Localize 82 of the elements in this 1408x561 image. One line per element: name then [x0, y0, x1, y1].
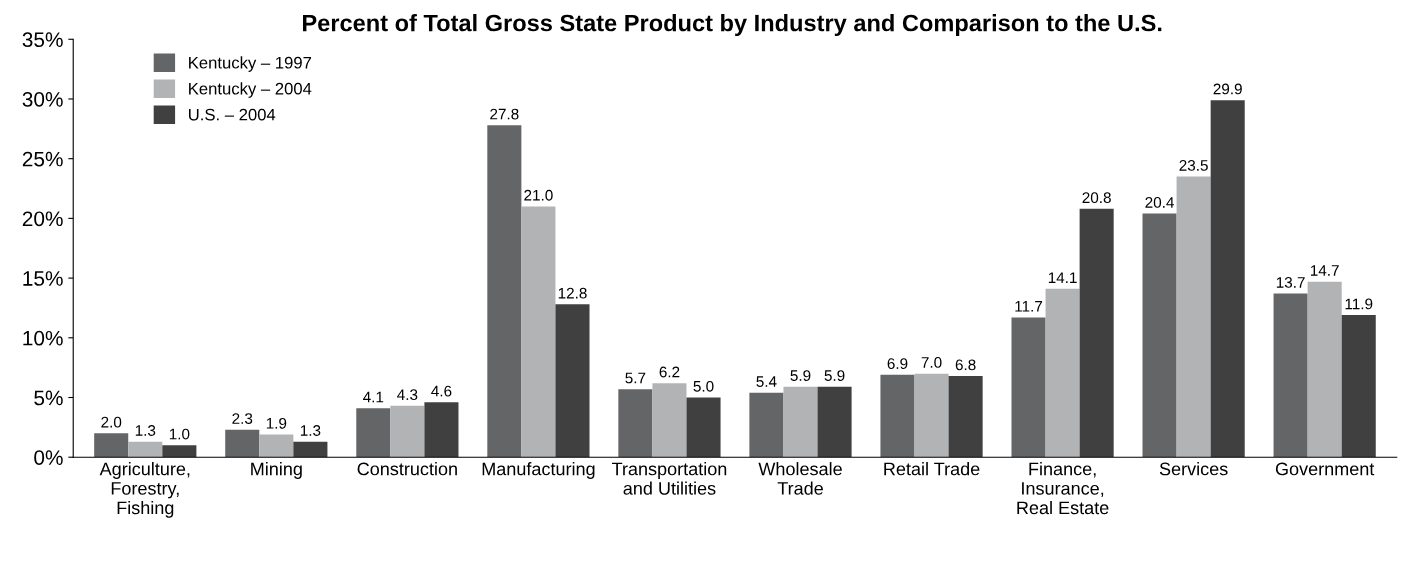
- data-label: 7.0: [921, 357, 942, 368]
- data-label: 6.8: [955, 359, 976, 371]
- bar: [880, 374, 915, 458]
- data-label: 23.5: [1179, 159, 1208, 171]
- data-label: 21.0: [524, 189, 553, 201]
- y-tick-label: 35%: [22, 32, 63, 48]
- bar: [686, 397, 721, 458]
- y-tick-label: 20%: [22, 211, 63, 227]
- bar: [948, 376, 983, 458]
- data-label: 4.6: [431, 385, 452, 397]
- data-label: 1.0: [169, 428, 190, 440]
- data-label: 2.0: [101, 416, 122, 428]
- bar: [1176, 176, 1211, 458]
- bar: [652, 383, 687, 458]
- bar: [424, 402, 459, 458]
- data-label: 5.4: [756, 376, 777, 387]
- data-label: 11.7: [1015, 301, 1043, 312]
- bar: [259, 434, 294, 458]
- bar: [521, 206, 556, 458]
- bar: [783, 386, 818, 458]
- data-label: 11.9: [1345, 298, 1373, 310]
- data-label: 5.7: [625, 372, 646, 384]
- y-tick-label: 0%: [34, 450, 63, 465]
- bar: [293, 441, 328, 458]
- y-tick-label: 30%: [22, 91, 63, 107]
- data-label: 27.8: [490, 108, 519, 120]
- x-tick-label: Transportation and Utilities: [612, 462, 727, 495]
- bar: [1210, 100, 1245, 458]
- x-tick-label: Agriculture, Forestry, Fishing: [99, 462, 190, 518]
- y-tick-label: 5%: [34, 390, 63, 406]
- y-tick-label: 10%: [23, 330, 63, 346]
- legend-label: U.S. – 2004: [189, 108, 276, 121]
- bar: [128, 441, 163, 458]
- x-tick-label: Mining: [251, 462, 302, 479]
- data-label: 2.3: [232, 413, 253, 424]
- data-label: 4.3: [397, 389, 418, 401]
- data-label: 14.1: [1048, 272, 1077, 283]
- data-label: 5.9: [824, 370, 845, 381]
- bar: [555, 304, 590, 458]
- bar: [914, 373, 949, 458]
- bar: [1011, 317, 1046, 458]
- data-label: 6.9: [887, 358, 908, 370]
- bar: [618, 389, 653, 458]
- legend-label: Kentucky – 1997: [189, 56, 312, 72]
- y-tick-label: 15%: [23, 271, 63, 286]
- data-label: 29.9: [1213, 83, 1242, 95]
- data-label: 5.0: [693, 380, 714, 392]
- x-tick-label: Finance, Insurance, Real Estate: [1017, 462, 1109, 515]
- bar: [356, 408, 391, 458]
- x-tick-label: Retail Trade: [884, 462, 980, 476]
- bar: [749, 392, 784, 458]
- bar: [1341, 315, 1376, 458]
- data-label: 13.7: [1276, 277, 1305, 288]
- data-label: 20.8: [1082, 192, 1111, 204]
- bar: [817, 386, 852, 458]
- chart-title: Percent of Total Gross State Product by Industry and Comparison to the U.S.: [303, 14, 1162, 37]
- data-label: 4.1: [363, 391, 384, 403]
- bar: [390, 405, 425, 458]
- x-tick-label: Government: [1275, 462, 1375, 476]
- y-tick-label: 25%: [22, 151, 63, 167]
- data-label: 1.3: [135, 425, 156, 436]
- data-label: 5.9: [790, 370, 811, 381]
- bar: [487, 125, 522, 458]
- data-label: 6.2: [659, 366, 680, 378]
- data-label: 20.4: [1145, 197, 1174, 208]
- x-tick-label: Manufacturing: [482, 462, 595, 479]
- bar: [1307, 281, 1342, 458]
- legend-label: Kentucky – 2004: [189, 82, 312, 98]
- bar: [1142, 213, 1177, 458]
- x-tick-label: Services: [1159, 462, 1228, 476]
- x-tick-label: Construction: [357, 462, 457, 476]
- bar: [94, 433, 129, 458]
- data-label: 1.9: [266, 417, 287, 429]
- data-label: 12.8: [558, 287, 587, 299]
- data-label: 14.7: [1310, 265, 1339, 276]
- bar: [1079, 208, 1114, 458]
- x-tick-label: Wholesale Trade: [758, 462, 842, 495]
- data-label: 1.3: [300, 425, 321, 436]
- bar: [1273, 293, 1308, 458]
- bar: [225, 429, 260, 458]
- bar: [1045, 288, 1080, 458]
- bar: [162, 445, 197, 458]
